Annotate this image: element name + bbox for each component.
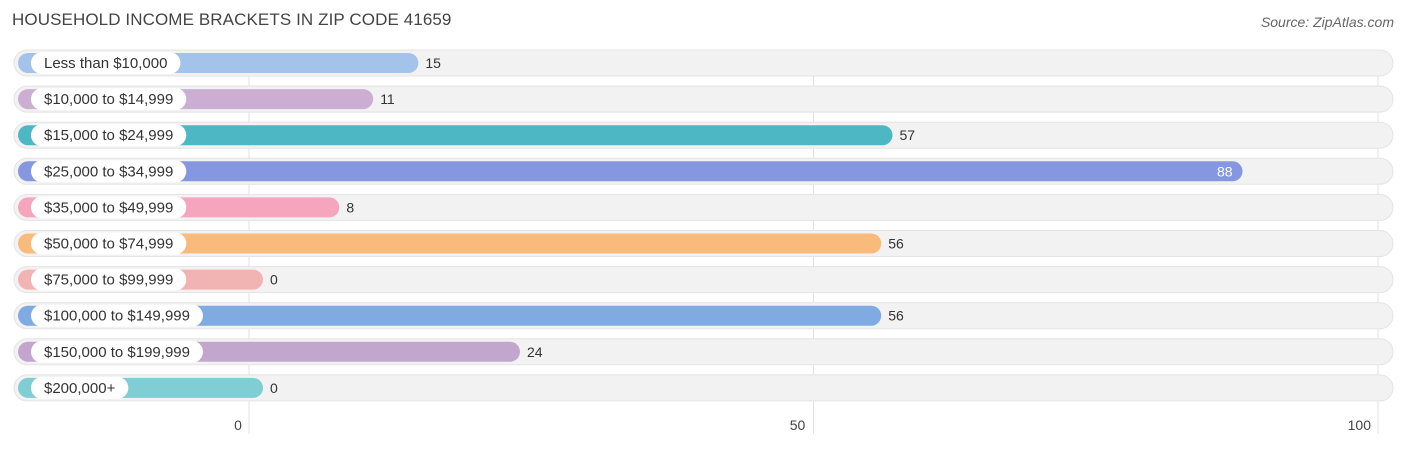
value-label: 24: [527, 344, 543, 360]
value-label: 11: [380, 91, 395, 107]
bar-row: $100,000 to $149,999 56: [13, 302, 1394, 330]
bar-row: $150,000 to $199,999 24: [13, 338, 1394, 366]
category-label-pill: [31, 232, 187, 255]
category-label-pill: [31, 196, 187, 219]
value-label: 15: [425, 55, 441, 71]
category-label-pill: [31, 88, 187, 111]
category-label: $50,000 to $74,999: [44, 236, 173, 253]
chart-title: HOUSEHOLD INCOME BRACKETS IN ZIP CODE 41…: [12, 10, 452, 29]
bar: [18, 125, 893, 146]
category-label: $15,000 to $24,999: [44, 127, 173, 144]
bar-track: [13, 266, 1394, 294]
category-label-pill: [31, 304, 203, 327]
value-label: 56: [888, 308, 904, 324]
category-label: $25,000 to $34,999: [44, 163, 173, 180]
category-label-pill: [31, 52, 181, 74]
bar-row: $15,000 to $24,999 57: [13, 121, 1394, 149]
x-tick-label: 50: [790, 417, 806, 433]
category-label-pill: [31, 160, 187, 183]
bar: [18, 305, 882, 326]
category-label: $150,000 to $199,999: [44, 344, 190, 361]
category-label-pill: [31, 268, 187, 291]
category-label: $100,000 to $149,999: [44, 308, 190, 325]
bar-row: $50,000 to $74,999 56: [13, 230, 1394, 257]
bar-track: [13, 193, 1394, 221]
category-label: $35,000 to $49,999: [44, 199, 173, 216]
category-label: $200,000+: [44, 380, 116, 397]
bar-row: $200,000+ 0: [13, 374, 1394, 402]
category-label-pill: [31, 376, 129, 399]
value-label: 56: [888, 236, 904, 252]
value-label: 8: [346, 199, 354, 215]
bar-row: Less than $10,000 15: [13, 49, 1394, 77]
bar-track: [13, 374, 1394, 402]
x-tick-label: 100: [1348, 417, 1372, 433]
bar-row: $25,000 to $34,999 88: [13, 157, 1394, 185]
category-label: Less than $10,000: [44, 55, 167, 72]
category-label: $10,000 to $14,999: [44, 91, 173, 108]
bar-row: $10,000 to $14,999 11: [13, 85, 1394, 113]
value-label: 57: [900, 127, 916, 143]
category-label-pill: [31, 340, 203, 363]
bar-row: $75,000 to $99,999 0: [13, 266, 1394, 294]
x-tick-label: 0: [234, 417, 242, 433]
bar: [18, 161, 1243, 182]
value-label: 0: [270, 380, 278, 396]
category-label-pill: [31, 124, 187, 147]
bar: [18, 233, 882, 254]
category-label: $75,000 to $99,999: [44, 272, 173, 289]
value-label: 88: [1217, 163, 1233, 179]
bar-row: $35,000 to $49,999 8: [13, 193, 1394, 221]
value-label: 0: [270, 272, 278, 288]
chart-source: Source: ZipAtlas.com: [1260, 14, 1394, 30]
